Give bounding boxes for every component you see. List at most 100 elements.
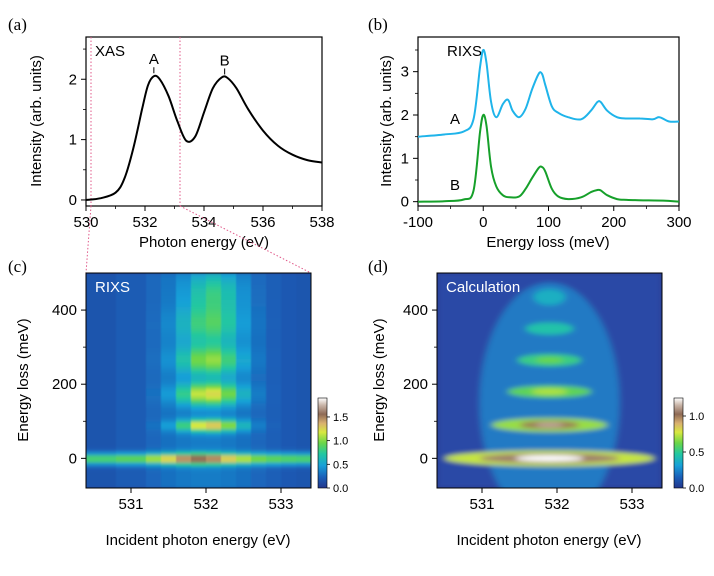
colorbar-tick-label: 1.5 xyxy=(333,412,348,424)
heatmap-c-cell xyxy=(146,436,162,441)
heatmap-c-cell xyxy=(206,324,222,330)
heatmap-c-cell xyxy=(251,302,267,307)
heatmap-c-cell xyxy=(266,439,282,445)
heatmap-c-cell xyxy=(146,310,162,315)
heatmap-c-cell xyxy=(281,421,297,426)
heatmap-c-cell xyxy=(281,465,297,471)
heatmap-c-cell xyxy=(161,465,177,471)
heatmap-c-cell xyxy=(146,458,162,463)
heatmap-c-cell xyxy=(206,436,222,441)
heatmap-d-blobs xyxy=(437,273,662,488)
heatmap-c-cell xyxy=(266,402,282,408)
heatmap-c-cell xyxy=(191,328,207,333)
heatmap-c-cell xyxy=(206,287,222,293)
heatmap-c-cell xyxy=(161,480,177,485)
colorbar-tick-label: 0.5 xyxy=(689,447,704,459)
heatmap-c-cell xyxy=(86,343,117,348)
heatmap-c-cell xyxy=(191,276,207,282)
heatmap-c-cell xyxy=(266,291,282,296)
heatmap-c-cell xyxy=(206,376,222,382)
heatmap-c-cell xyxy=(266,465,282,471)
heatmap-c-cell xyxy=(86,454,117,459)
heatmap-c-cell xyxy=(176,473,192,478)
heatmap-c-cell xyxy=(266,399,282,404)
heatmap-c-cell xyxy=(206,480,222,485)
heatmap-c-cell xyxy=(191,484,207,488)
heatmap-c-cell xyxy=(236,287,252,293)
panel-b-label: (b) xyxy=(368,15,388,34)
heatmap-c-cell xyxy=(221,373,237,378)
heatmap-c-cell xyxy=(221,395,237,400)
heatmap-c-cell xyxy=(176,376,192,382)
panel-a-xlabel: Photon energy (eV) xyxy=(139,234,269,251)
heatmap-c-cell xyxy=(266,406,282,411)
heatmap-c-cell xyxy=(176,354,192,359)
heatmap-c-cell xyxy=(161,328,177,333)
heatmap-c-cell xyxy=(116,332,147,337)
heatmap-c-cell xyxy=(296,469,311,474)
heatmap-c-cell xyxy=(86,480,117,485)
heatmap-c-cell xyxy=(281,324,297,330)
heatmap-c-cell xyxy=(266,347,282,352)
heatmap-c-cell xyxy=(296,298,311,304)
panel-c-title: RIXS xyxy=(95,279,130,296)
heatmap-c-cell xyxy=(86,336,117,341)
y-tick-label: 200 xyxy=(52,376,77,393)
heatmap-c-cell xyxy=(116,469,147,474)
heatmap-c-cell xyxy=(176,410,192,415)
heatmap-c-cell xyxy=(206,332,222,337)
heatmap-c-cell xyxy=(236,328,252,333)
heatmap-c-cell xyxy=(161,432,177,437)
x-tick-label: 534 xyxy=(191,214,216,231)
y-tick-label: 400 xyxy=(403,302,428,319)
heatmap-c-cell xyxy=(296,443,311,448)
heatmap-c-cell xyxy=(266,413,282,419)
heatmap-c-cell xyxy=(281,343,297,348)
heatmap-c-cell xyxy=(146,484,162,488)
heatmap-c-cell xyxy=(146,339,162,345)
heatmap-c-cell xyxy=(86,291,117,296)
heatmap-c-cell xyxy=(86,395,117,400)
heatmap-c-cell xyxy=(251,462,267,467)
heatmap-c-cell xyxy=(221,454,237,459)
heatmap-c-cell xyxy=(296,358,311,363)
heatmap-c-cell xyxy=(191,317,207,322)
heatmap-c-cell xyxy=(221,473,237,478)
y-tick-label: 0 xyxy=(420,450,428,467)
heatmap-c-cell xyxy=(236,343,252,348)
heatmap-c-cell xyxy=(146,365,162,370)
heatmap-c-cell xyxy=(176,276,192,282)
heatmap-c-cell xyxy=(116,276,147,282)
heatmap-c-cell xyxy=(176,432,192,437)
heatmap-c-cell xyxy=(191,432,207,437)
heatmap-c-cell xyxy=(206,410,222,415)
heatmap-c-cell xyxy=(236,424,252,430)
heatmap-c-cell xyxy=(116,306,147,311)
heatmap-d-glow xyxy=(479,282,620,488)
heatmap-c-cell xyxy=(281,339,297,345)
heatmap-c-cell xyxy=(161,347,177,352)
heatmap-c-cell xyxy=(191,380,207,385)
heatmap-c-cell xyxy=(86,410,117,415)
heatmap-c-cell xyxy=(86,391,117,396)
heatmap-c-cell xyxy=(191,384,207,389)
heatmap-c-cell xyxy=(296,395,311,400)
heatmap-c-cell xyxy=(221,469,237,474)
heatmap-c-cell xyxy=(191,436,207,441)
heatmap-c-cell xyxy=(146,298,162,304)
heatmap-c-cell xyxy=(251,276,267,282)
heatmap-c-cell xyxy=(236,276,252,282)
heatmap-c-cell xyxy=(116,298,147,304)
heatmap-c-cell xyxy=(251,310,267,315)
heatmap-c-cell xyxy=(221,354,237,359)
heatmap-c-cell xyxy=(281,336,297,341)
heatmap-c-cell xyxy=(191,417,207,422)
heatmap-c-cell xyxy=(116,350,147,356)
heatmap-c-cell xyxy=(176,395,192,400)
heatmap-c-cell xyxy=(191,332,207,337)
heatmap-c-cell xyxy=(116,439,147,445)
heatmap-c-cell xyxy=(266,295,282,300)
heatmap-c-cell xyxy=(161,399,177,404)
heatmap-c-cell xyxy=(221,443,237,448)
heatmap-c-cell xyxy=(146,295,162,300)
